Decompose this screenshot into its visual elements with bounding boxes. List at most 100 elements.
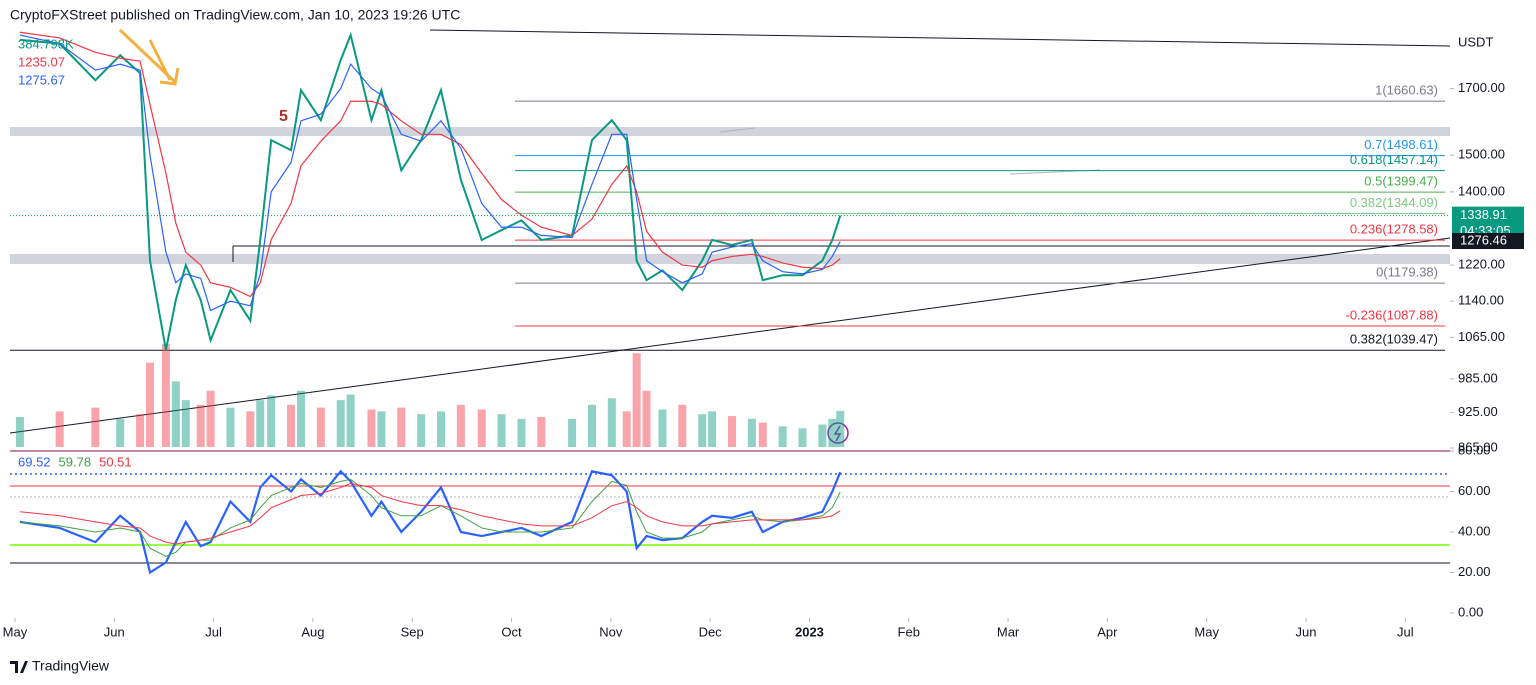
x-tick-label: Jun	[1296, 624, 1317, 639]
y-tick-label: 925.00	[1458, 404, 1498, 419]
y-tick-label: 60.00	[1458, 483, 1491, 498]
trend-line	[429, 29, 1451, 47]
y-tick-label: 20.00	[1458, 564, 1491, 579]
volume-bar	[678, 404, 687, 447]
volume-bar	[818, 424, 827, 447]
event-icon	[827, 422, 849, 444]
y-tick-label: 865.00	[1458, 439, 1498, 454]
volume-bar	[267, 395, 276, 447]
y-tick-label: 1500.00	[1458, 147, 1505, 162]
volume-bar	[836, 410, 845, 447]
y-tick-label: 40.00	[1458, 523, 1491, 538]
legend-value: 59.78	[59, 454, 92, 469]
x-tick-label: Oct	[501, 624, 522, 639]
series-line	[19, 31, 841, 298]
series-line	[19, 469, 842, 575]
series-line	[19, 482, 841, 545]
volume-bar	[55, 411, 64, 447]
volume-bar	[456, 404, 465, 447]
volume-bar	[632, 353, 641, 447]
volume-bar	[91, 407, 100, 447]
currency-label: USDT	[1458, 34, 1493, 49]
x-tick-label: Jul	[1397, 624, 1414, 639]
event-icon	[833, 425, 842, 442]
volume-bar	[537, 417, 546, 447]
volume-bar	[397, 407, 406, 447]
support-zone	[10, 254, 1450, 264]
legend-value: 1275.67	[18, 72, 65, 87]
volume-bar	[346, 394, 355, 447]
volume-bar	[196, 404, 205, 447]
volume-bar	[15, 417, 24, 447]
volume-bar	[747, 418, 756, 447]
volume-bar	[226, 407, 235, 447]
volume-bar	[287, 404, 296, 447]
y-tick-label: 1400.00	[1458, 183, 1505, 198]
volume-bar	[246, 411, 255, 447]
y-tick-label: 1065.00	[1458, 329, 1505, 344]
resistance-zone	[10, 127, 1450, 136]
y-tick-label: 1140.00	[1458, 293, 1504, 308]
y-tick-label: 985.00	[1458, 370, 1498, 385]
annotation-arrow	[118, 28, 180, 86]
volume-bar	[136, 414, 145, 447]
x-tick-label: Apr	[1097, 624, 1118, 639]
volume-bar	[798, 428, 807, 447]
y-tick-label: 0.00	[1458, 604, 1483, 619]
series-line	[19, 34, 841, 312]
volume-bar	[296, 390, 305, 447]
volume-bar	[708, 411, 717, 447]
fib-label: 0.236(1278.58)	[1350, 222, 1438, 237]
volume-bar	[642, 390, 651, 447]
y-tick-label: 80.00	[1458, 442, 1491, 457]
price-label-box	[1452, 233, 1524, 250]
x-tick-label: Sep	[401, 624, 424, 639]
volume-bar	[477, 409, 486, 447]
fib-label: 0.5(1399.47)	[1364, 174, 1438, 189]
y-tick-label: 1700.00	[1458, 80, 1505, 95]
volume-bar	[828, 418, 837, 447]
projection-arrow	[719, 127, 756, 133]
volume-bar	[517, 418, 526, 447]
legend-value: 50.51	[99, 454, 132, 469]
legend-value: 69.52	[18, 454, 51, 469]
wave-label: 5	[279, 108, 288, 125]
price-label: 1338.91	[1460, 207, 1507, 222]
x-tick-label: Jul	[205, 624, 222, 639]
volume-bar	[181, 400, 190, 447]
volume-bar	[316, 407, 325, 447]
x-tick-label: 2023	[795, 624, 824, 639]
volume-bar	[568, 418, 577, 447]
volume-bar	[497, 414, 506, 447]
fib-label: -0.236(1087.88)	[1345, 307, 1438, 322]
series-line	[19, 31, 842, 351]
volume-bar	[758, 422, 767, 447]
volume-bar	[607, 398, 616, 447]
volume-bar	[171, 381, 180, 447]
x-tick-label: Feb	[898, 624, 920, 639]
volume-bar	[206, 390, 215, 447]
volume-bar	[146, 362, 155, 447]
volume-bar	[256, 400, 265, 447]
legend-value: 384.798K	[18, 36, 74, 51]
x-tick-label: May	[3, 624, 28, 639]
volume-bar	[161, 343, 170, 447]
x-tick-label: May	[1194, 624, 1219, 639]
volume-bar	[367, 409, 376, 447]
y-tick-label: 1220.00	[1458, 257, 1505, 272]
x-tick-label: Nov	[599, 624, 623, 639]
fib-label: 0.382(1344.09)	[1350, 195, 1438, 210]
fib-label: 0.7(1498.61)	[1364, 137, 1438, 152]
legend-value: 1235.07	[18, 54, 65, 69]
volume-bar	[727, 416, 736, 447]
fib-label: 1(1660.63)	[1375, 83, 1438, 98]
brand-logo	[10, 661, 28, 673]
volume-bar	[658, 409, 667, 447]
fib-label: 0(1179.38)	[1376, 265, 1438, 280]
volume-bar	[587, 404, 596, 447]
x-tick-label: Jun	[104, 624, 125, 639]
x-tick-label: Mar	[997, 624, 1020, 639]
volume-bar	[417, 414, 426, 447]
volume-bar	[437, 411, 446, 447]
